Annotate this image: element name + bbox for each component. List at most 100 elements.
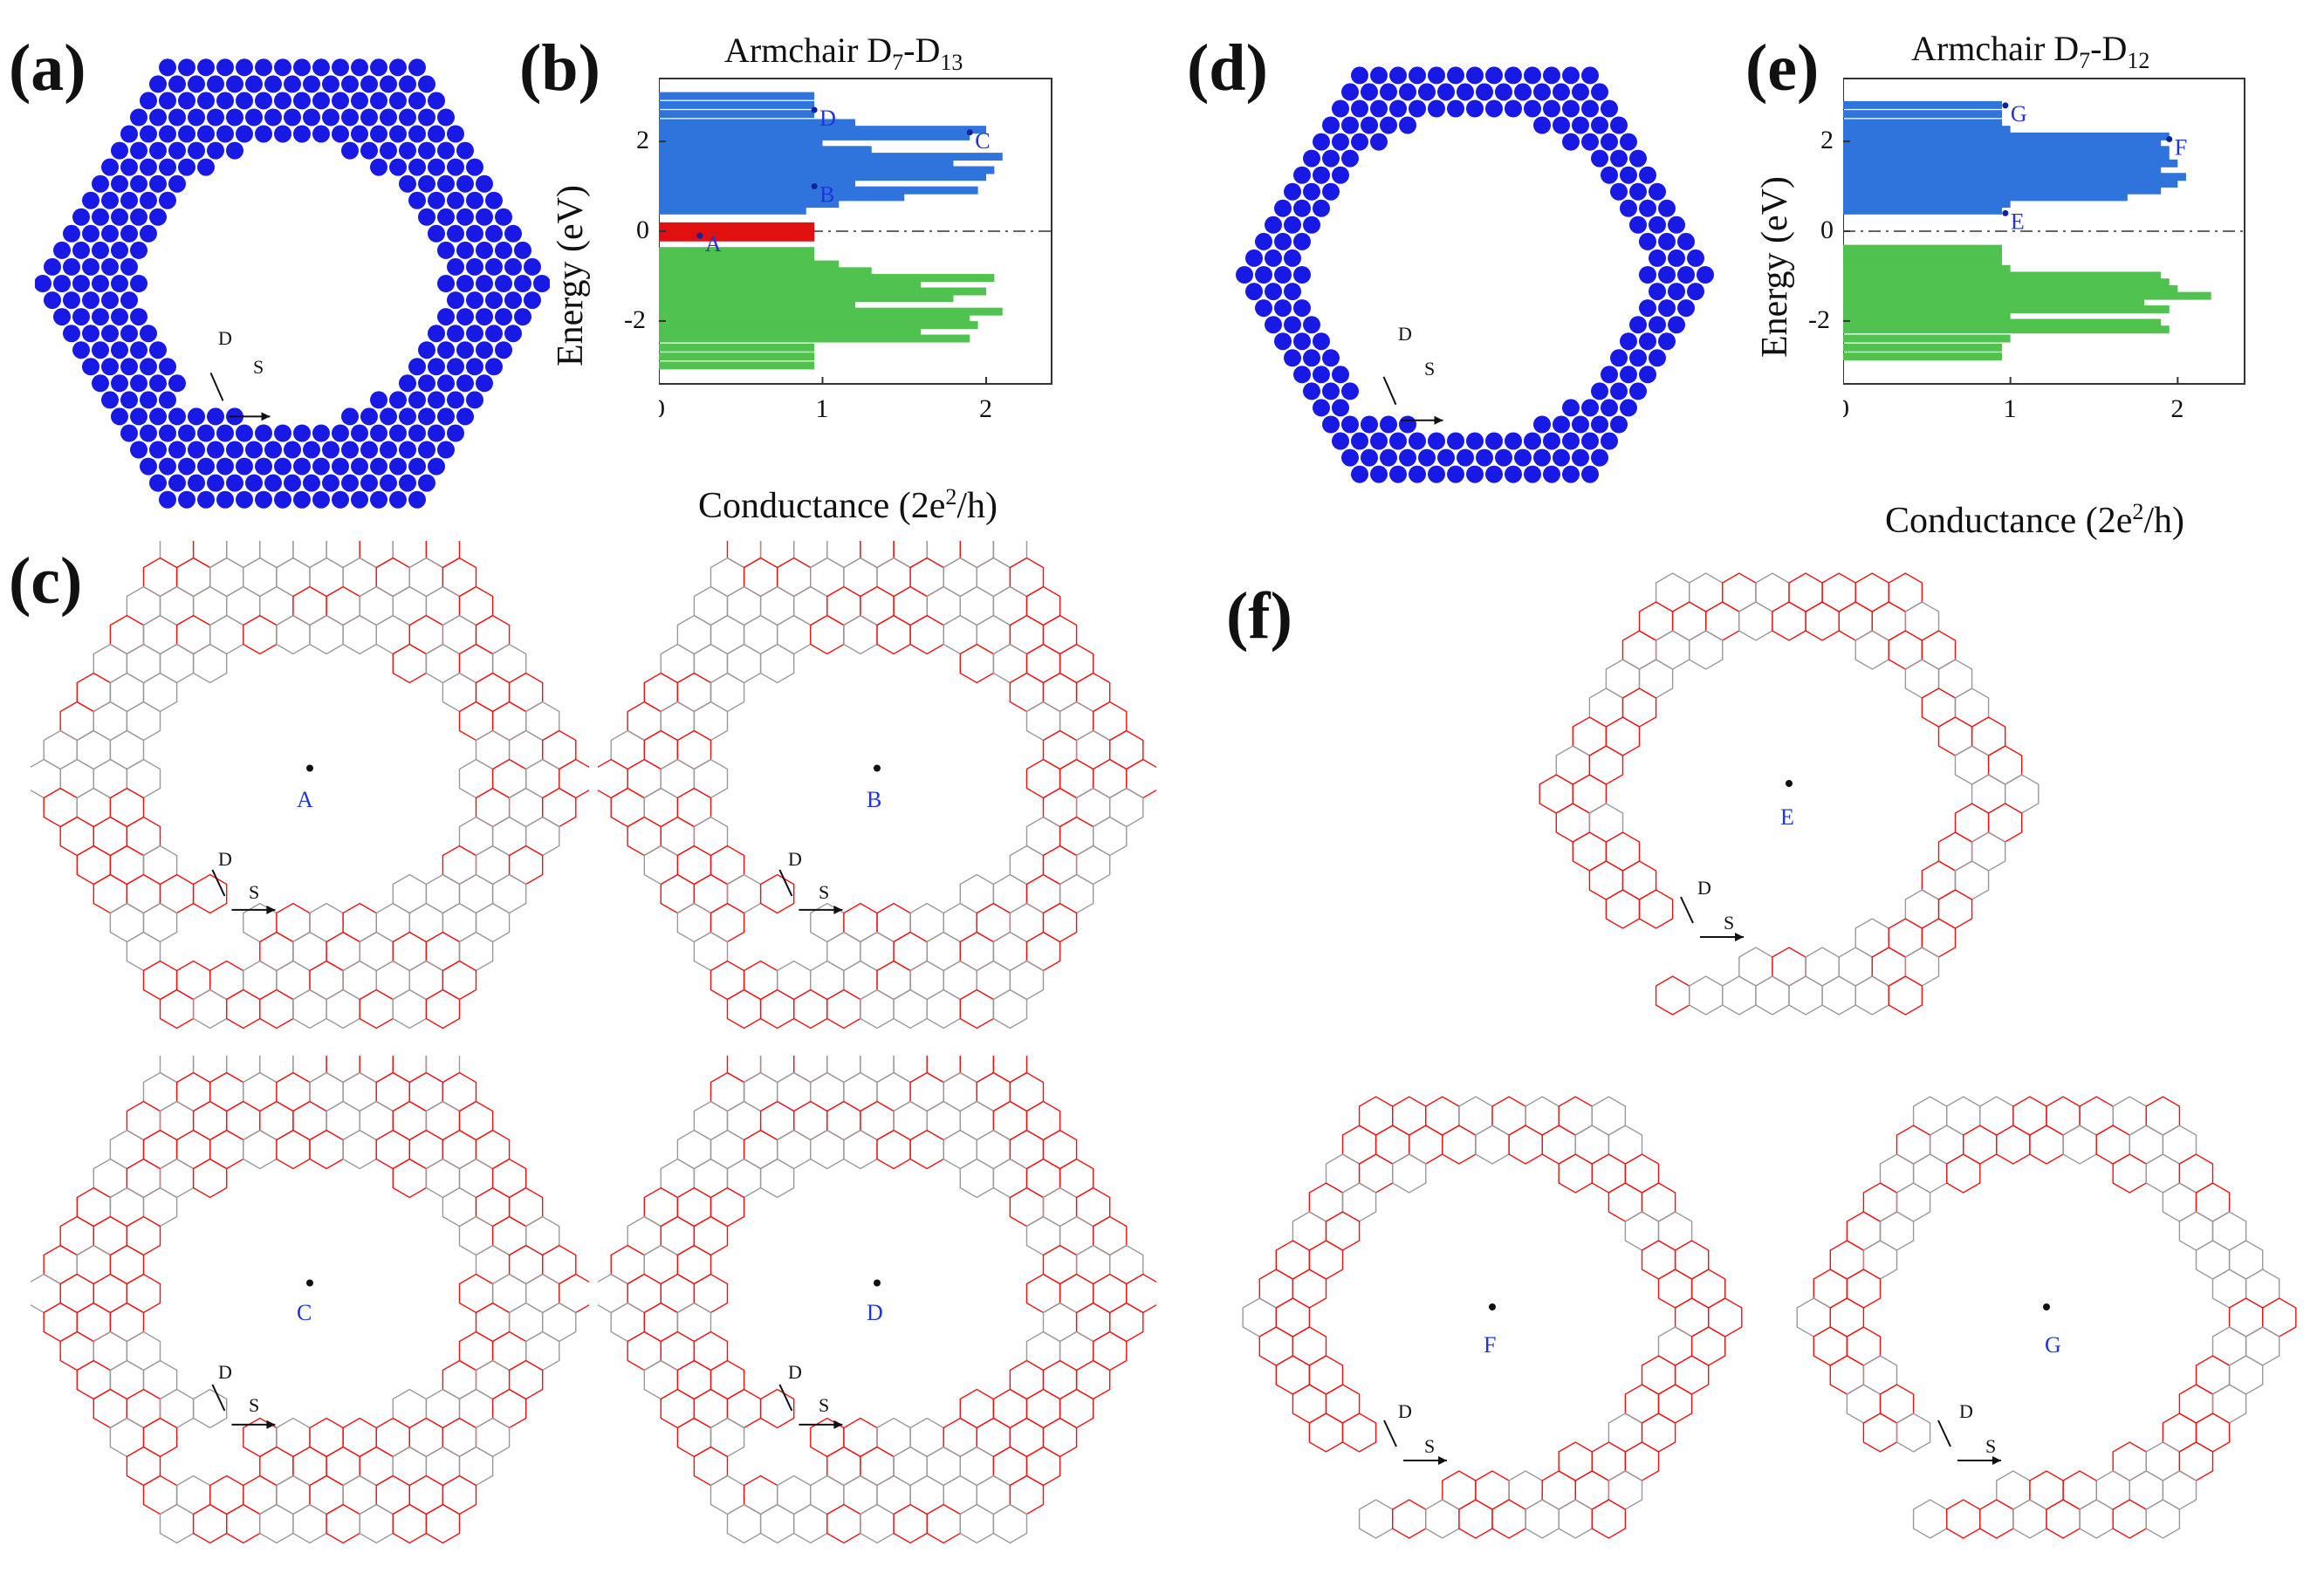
hex-cell [475, 902, 511, 943]
hex-cell [2211, 1269, 2247, 1309]
hex-cell [2079, 1096, 2114, 1136]
carbon-atom [44, 257, 61, 276]
hex-cell [643, 1187, 679, 1228]
hex-cell [627, 701, 662, 742]
hex-cell [1042, 787, 1078, 828]
carbon-atom [351, 490, 368, 509]
hex-cell [1292, 1269, 1327, 1309]
carbon-atom [226, 75, 243, 93]
carbon-atom [1255, 232, 1272, 250]
hex-cell [943, 614, 977, 655]
hex-cell [76, 1187, 112, 1228]
carbon-atom [1639, 266, 1656, 284]
hex-cell [2178, 1441, 2214, 1481]
hex-cell [1591, 1441, 1627, 1481]
hex-cell [259, 585, 294, 626]
carbon-atom [1581, 66, 1599, 85]
carbon-atom [1332, 133, 1349, 151]
hex-cell [893, 1446, 928, 1487]
hex-cell [491, 701, 527, 742]
carbon-atom [207, 141, 224, 160]
carbon-atom [428, 224, 445, 243]
hex-cell [1475, 1125, 1510, 1165]
hex-cell [943, 1129, 977, 1170]
hex-cell [992, 541, 1028, 569]
hex-cell [475, 614, 511, 655]
carbon-atom [1610, 349, 1628, 367]
hex-cell [392, 1446, 428, 1487]
hex-cell [1608, 1470, 1643, 1510]
conductance-bar [1843, 271, 2162, 280]
hex-cell [292, 1503, 327, 1544]
hex-cell [976, 1417, 1011, 1458]
hex-cell [1292, 1326, 1327, 1366]
hex-cell [59, 1330, 95, 1372]
conductance-bar [1843, 305, 2170, 314]
hex-cell [1888, 918, 1923, 958]
hex-cell [276, 1417, 311, 1458]
carbon-atom [149, 75, 167, 93]
hex-cell [959, 1503, 995, 1544]
hex-cell [425, 931, 461, 972]
carbon-atom [159, 58, 176, 77]
hex-cell [1541, 1470, 1576, 1510]
hex-cell [408, 1071, 444, 1112]
hex-cell [1075, 1359, 1111, 1400]
conductance-bar [1843, 166, 2162, 174]
hex-cell [109, 1359, 145, 1400]
hex-cell [826, 1503, 861, 1544]
hex-cell [425, 1446, 461, 1487]
hex-cell [693, 1100, 729, 1141]
hex-cell [810, 960, 845, 1001]
hex-cell [1971, 716, 2006, 756]
carbon-atom [1389, 99, 1407, 118]
carbon-atom [380, 407, 397, 426]
hex-cell [1075, 845, 1111, 886]
graphene-flake-d [1236, 66, 1714, 483]
current-arrow [492, 903, 510, 913]
carbon-atom [1581, 465, 1599, 483]
carbon-atom [293, 125, 311, 143]
hex-cell [392, 1100, 428, 1141]
carbon-atom [1370, 133, 1388, 151]
hex-cell [192, 1100, 228, 1141]
center-dot [874, 764, 881, 772]
carbon-atom [408, 191, 426, 209]
carbon-atom [1274, 266, 1292, 284]
carbon-atom [437, 174, 455, 193]
hex-cell [458, 1388, 494, 1429]
carbon-atom [476, 241, 493, 259]
conductance-bar [1843, 311, 2011, 320]
carbon-atom [1505, 66, 1522, 85]
drain-arrow [778, 1384, 793, 1412]
hex-cell [1937, 659, 1973, 699]
hex-cell [342, 1474, 377, 1515]
hex-cell [1025, 1446, 1061, 1487]
hex-cell [259, 1503, 294, 1544]
hex-cell [491, 1215, 527, 1256]
carbon-atom [341, 441, 359, 459]
hex-cell [759, 585, 795, 626]
carbon-atom [1245, 283, 1263, 301]
hex-cell [1555, 803, 1591, 843]
conductance-bar [659, 294, 954, 303]
hex-cell [192, 1388, 228, 1429]
carbon-atom [274, 92, 291, 110]
energy-point-label: E [1780, 804, 1794, 830]
hex-cell [326, 1100, 360, 1141]
hex-cell [458, 1158, 494, 1199]
hex-cell [876, 1417, 911, 1458]
hex-cell [1821, 572, 1856, 612]
conductance-bar [659, 352, 815, 361]
carbon-atom [1601, 99, 1618, 118]
carbon-atom [1447, 465, 1464, 483]
hex-cell [1109, 729, 1144, 770]
conductance-bar [659, 334, 970, 343]
hex-cell [2112, 1153, 2147, 1194]
carbon-atom [495, 208, 512, 226]
hex-cell [425, 541, 461, 569]
carbon-atom [255, 457, 272, 475]
hex-cell [643, 672, 679, 713]
hex-cell [1655, 630, 1690, 670]
conductance-bar [659, 321, 978, 330]
